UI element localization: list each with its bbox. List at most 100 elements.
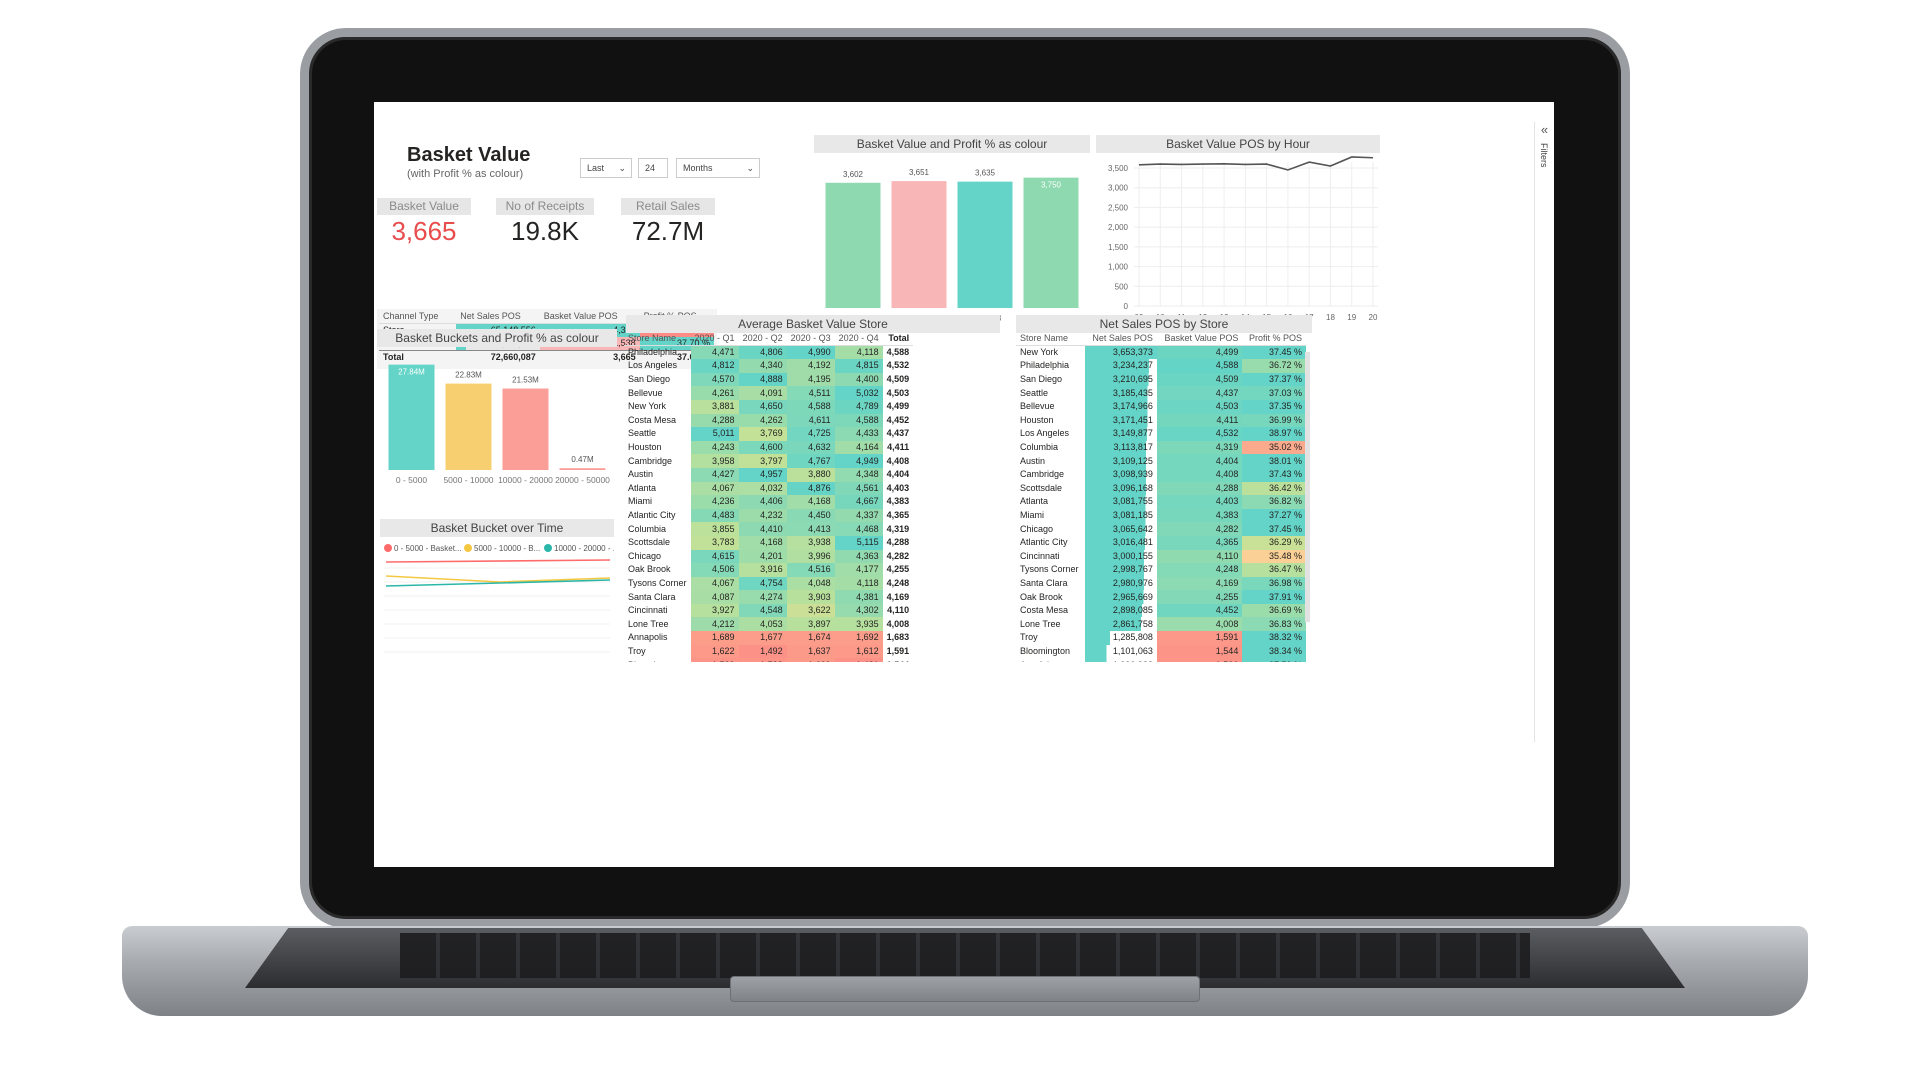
table-row[interactable]: Annapolis 1,689 1,677 1,674 1,692 1,683 bbox=[624, 631, 913, 645]
basket-value: 4,110 bbox=[1156, 549, 1243, 564]
table-row[interactable]: Columbia 3,113,817 4,319 35.02 % bbox=[1016, 440, 1306, 455]
y-tick-label: 1,000 bbox=[1108, 263, 1129, 272]
basket-value: 4,383 bbox=[1156, 508, 1243, 523]
quarter-value: 4,410 bbox=[738, 522, 787, 536]
table-row[interactable]: Austin 4,427 4,957 3,880 4,348 4,404 bbox=[624, 467, 913, 482]
store-name: Cincinnati bbox=[628, 605, 668, 616]
table-row[interactable]: Seattle 5,011 3,769 4,725 4,433 4,437 bbox=[624, 427, 913, 441]
store-name: Philadelphia bbox=[628, 347, 678, 358]
net-sales: 2,965,669 bbox=[1085, 590, 1157, 604]
table-row[interactable]: Oak Brook 2,965,669 4,255 37.91 % bbox=[1016, 590, 1306, 604]
table-row[interactable]: Columbia 3,855 4,410 4,413 4,468 4,319 bbox=[624, 522, 913, 536]
quarter-value: 4,067 bbox=[690, 481, 739, 496]
table-row[interactable]: Atlanta 3,081,755 4,403 36.82 % bbox=[1016, 495, 1306, 509]
table-row[interactable]: Bellevue 3,174,966 4,503 37.35 % bbox=[1016, 399, 1306, 414]
table-row[interactable]: Troy 1,285,808 1,591 38.32 % bbox=[1016, 631, 1306, 645]
page-subtitle: (with Profit % as colour) bbox=[407, 168, 524, 180]
table-row[interactable]: Bellevue 4,261 4,091 4,511 5,032 4,503 bbox=[624, 386, 913, 400]
row-total: 1,591 bbox=[886, 645, 910, 656]
relative-filter-dropdown[interactable]: Last ⌄ bbox=[580, 158, 632, 178]
filters-label[interactable]: Filters bbox=[1539, 143, 1549, 168]
store-name: Cambridge bbox=[1020, 469, 1065, 480]
table-row[interactable]: Santa Clara 2,980,976 4,169 36.98 % bbox=[1016, 576, 1306, 591]
table-row[interactable]: Scottsdale 3,783 4,168 3,938 5,115 4,288 bbox=[624, 535, 913, 550]
row-total: 4,383 bbox=[886, 496, 910, 507]
bar bbox=[559, 468, 606, 470]
profit-pct: 37.37 % bbox=[1242, 372, 1306, 387]
table-row[interactable]: Atlanta 4,067 4,032 4,876 4,561 4,403 bbox=[624, 481, 913, 496]
quarter-value: 4,506 bbox=[690, 563, 739, 577]
quarter-value: 3,958 bbox=[690, 454, 739, 468]
table-row[interactable]: Oak Brook 4,506 3,916 4,516 4,177 4,255 bbox=[624, 563, 913, 577]
table-row[interactable]: Philadelphia 4,471 4,806 4,990 4,118 4,588 bbox=[624, 345, 913, 360]
profit-pct: 36.47 % bbox=[1242, 563, 1306, 577]
quarter-value: 4,091 bbox=[738, 386, 787, 400]
table-row[interactable]: Atlantic City 4,483 4,232 4,450 4,337 4,365 bbox=[624, 508, 913, 523]
quarter-value: 4,468 bbox=[834, 522, 883, 536]
quarter-value: 1,538 bbox=[738, 658, 787, 662]
row-total: 4,411 bbox=[887, 442, 910, 453]
table-row[interactable]: New York 3,881 4,650 4,588 4,789 4,499 bbox=[624, 399, 913, 414]
quarter-value: 4,236 bbox=[690, 495, 739, 509]
y-tick-label: 3,500 bbox=[1108, 164, 1129, 173]
double-chevron-left-icon[interactable]: « bbox=[1540, 122, 1549, 137]
table-row[interactable]: Philadelphia 3,234,237 4,588 36.72 % bbox=[1016, 359, 1306, 373]
quarter-value: 4,990 bbox=[786, 345, 835, 360]
profit-pct: 36.42 % bbox=[1242, 481, 1306, 496]
table-row[interactable]: Scottsdale 3,096,168 4,288 36.42 % bbox=[1016, 481, 1306, 496]
table-row[interactable]: Cambridge 3,958 3,797 4,767 4,949 4,408 bbox=[624, 454, 913, 468]
table-row[interactable]: Seattle 3,185,435 4,437 37.03 % bbox=[1016, 386, 1306, 400]
table-row[interactable]: San Diego 4,570 4,888 4,195 4,400 4,509 bbox=[624, 372, 913, 387]
table-row[interactable]: Cambridge 3,098,939 4,408 37.43 % bbox=[1016, 467, 1306, 482]
quarter-value: 1,637 bbox=[786, 644, 835, 659]
period-count-input[interactable]: 24 bbox=[638, 158, 668, 178]
table-row[interactable]: Austin 3,109,125 4,404 38.01 % bbox=[1016, 454, 1306, 468]
column-header: Net Sales POS bbox=[456, 310, 540, 325]
store-name: Costa Mesa bbox=[628, 414, 677, 425]
table-row[interactable]: Troy 1,622 1,492 1,637 1,612 1,591 bbox=[624, 644, 913, 659]
quarter-value: 4,413 bbox=[786, 522, 835, 536]
quarter-value: 4,957 bbox=[738, 467, 787, 482]
table-row[interactable]: Costa Mesa 2,898,085 4,452 36.69 % bbox=[1016, 603, 1306, 618]
table-row[interactable]: Tysons Corner 4,067 4,754 4,048 4,118 4,248 bbox=[624, 576, 913, 591]
table-row[interactable]: Houston 3,171,451 4,411 36.99 % bbox=[1016, 413, 1306, 428]
table-row[interactable]: Cincinnati 3,000,155 4,110 35.48 % bbox=[1016, 549, 1306, 564]
row-total: 4,282 bbox=[886, 550, 910, 561]
table-row[interactable]: Santa Clara 4,087 4,274 3,903 4,381 4,169 bbox=[624, 590, 913, 604]
net-sales: 2,980,976 bbox=[1085, 576, 1157, 591]
table-row[interactable]: Los Angeles 3,149,877 4,532 38.97 % bbox=[1016, 427, 1306, 441]
table-row[interactable]: Miami 3,081,185 4,383 37.27 % bbox=[1016, 508, 1306, 523]
table-row[interactable]: Lone Tree 4,212 4,053 3,897 3,935 4,008 bbox=[624, 617, 913, 632]
net-store-table-container[interactable]: Store Name Net Sales POS Basket Value POS P… bbox=[1014, 332, 1314, 662]
store-name: Austin bbox=[628, 469, 654, 480]
table-row[interactable]: Atlantic City 3,016,481 4,365 36.29 % bbox=[1016, 535, 1306, 550]
profit-pct: 35.02 % bbox=[1242, 440, 1306, 455]
table-row[interactable]: San Diego 3,210,695 4,509 37.37 % bbox=[1016, 372, 1306, 387]
quarter-value: 4,561 bbox=[834, 481, 883, 496]
basket-value: 4,008 bbox=[1156, 617, 1243, 632]
table-row[interactable]: Lone Tree 2,861,758 4,008 36.83 % bbox=[1016, 617, 1306, 632]
table-row[interactable]: Chicago 3,065,642 4,282 37.45 % bbox=[1016, 522, 1306, 536]
table-row[interactable]: Chicago 4,615 4,201 3,996 4,363 4,282 bbox=[624, 549, 913, 564]
quarter-value: 4,511 bbox=[786, 386, 835, 400]
bucket-time-chart-title: Basket Bucket over Time bbox=[380, 519, 614, 537]
quarter-value: 4,806 bbox=[738, 345, 787, 360]
table-row[interactable]: Cincinnati 3,927 4,548 3,622 4,302 4,110 bbox=[624, 603, 913, 618]
table-row[interactable]: Ann Arbor1,090,9221,52637.53 % bbox=[1016, 658, 1306, 662]
card-value: 19.8K bbox=[511, 216, 579, 246]
avg-store-table-container[interactable]: Store Name 2020 - Q1 2020 - Q2 2020 - Q3 202… bbox=[620, 332, 1004, 662]
table-row[interactable]: Tysons Corner 2,998,767 4,248 36.47 % bbox=[1016, 563, 1306, 577]
table-row[interactable]: Miami 4,236 4,406 4,168 4,667 4,383 bbox=[624, 495, 913, 509]
table-row[interactable]: Los Angeles 4,812 4,340 4,192 4,815 4,532 bbox=[624, 359, 913, 373]
table-row[interactable]: Houston 4,243 4,600 4,632 4,164 4,411 bbox=[624, 440, 913, 455]
table-row[interactable]: New York 3,653,373 4,499 37.45 % bbox=[1016, 345, 1306, 360]
scrollbar[interactable] bbox=[1305, 352, 1310, 622]
table-row[interactable]: Bloomington 1,101,063 1,544 38.34 % bbox=[1016, 644, 1306, 659]
table-row[interactable]: Costa Mesa 4,288 4,262 4,611 4,588 4,452 bbox=[624, 413, 913, 428]
quarter-value: 3,927 bbox=[690, 603, 739, 618]
period-unit-dropdown[interactable]: Months ⌄ bbox=[676, 158, 760, 178]
filters-pane[interactable]: « Filters bbox=[1534, 122, 1554, 742]
quarter-value: 4,789 bbox=[834, 399, 883, 414]
quarter-value: 1,629 bbox=[786, 658, 835, 662]
